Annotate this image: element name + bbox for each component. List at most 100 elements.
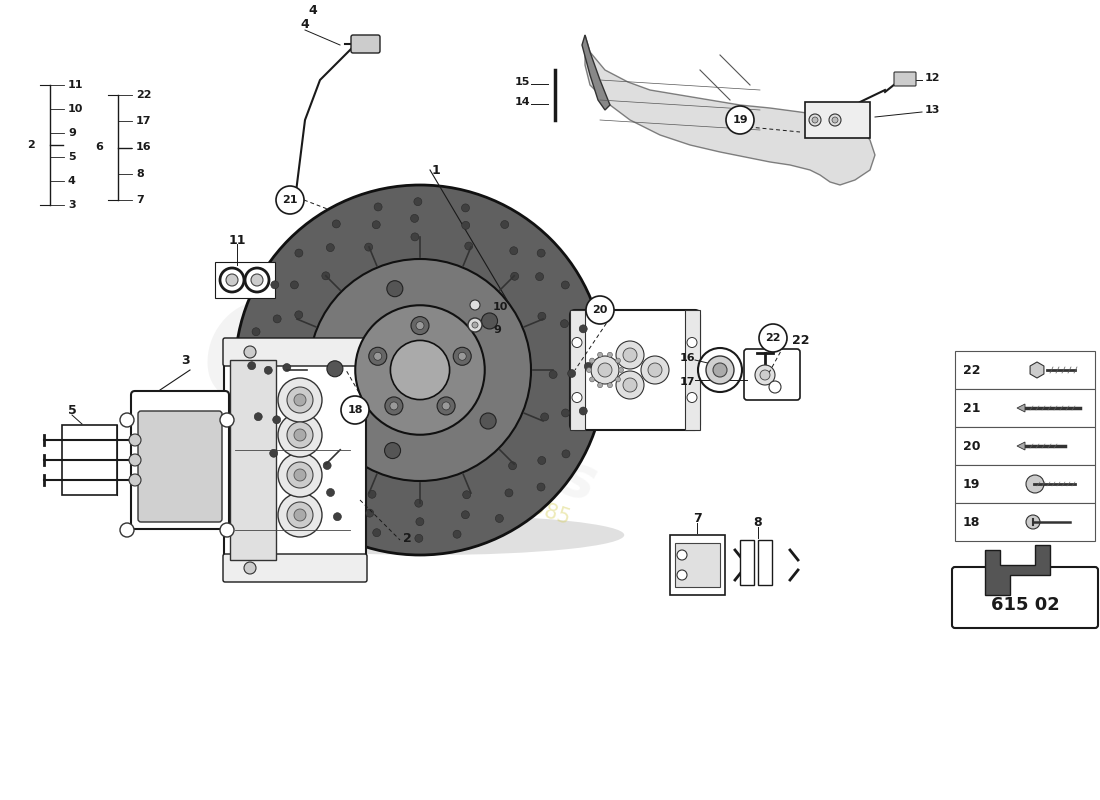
Circle shape [713, 363, 727, 377]
Circle shape [245, 268, 270, 292]
Ellipse shape [235, 515, 625, 555]
Circle shape [607, 352, 613, 358]
Bar [570, 310, 585, 430]
Circle shape [808, 114, 821, 126]
Circle shape [562, 450, 570, 458]
Circle shape [607, 382, 613, 388]
Circle shape [586, 296, 614, 324]
Bar [805, 102, 870, 138]
Bar [955, 465, 1094, 503]
Circle shape [508, 462, 517, 470]
Circle shape [676, 550, 688, 560]
Bar [230, 360, 275, 560]
Circle shape [252, 328, 260, 336]
Text: 20: 20 [592, 305, 607, 315]
Circle shape [120, 523, 134, 537]
Circle shape [453, 347, 471, 366]
Circle shape [549, 370, 557, 378]
Circle shape [615, 358, 620, 363]
Circle shape [591, 356, 619, 384]
Text: 5: 5 [68, 152, 76, 162]
Circle shape [226, 274, 238, 286]
FancyBboxPatch shape [744, 349, 800, 400]
Circle shape [812, 117, 818, 123]
Circle shape [373, 529, 381, 537]
Bar [685, 310, 700, 430]
Text: 615 02: 615 02 [991, 596, 1059, 614]
Circle shape [129, 474, 141, 486]
FancyBboxPatch shape [223, 554, 367, 582]
Text: 19: 19 [962, 478, 980, 490]
Circle shape [461, 510, 470, 518]
Text: 21: 21 [962, 402, 980, 414]
Circle shape [495, 514, 504, 522]
Text: 21: 21 [283, 195, 298, 205]
Circle shape [244, 562, 256, 574]
Text: 3: 3 [180, 354, 189, 366]
Circle shape [706, 356, 734, 384]
Circle shape [120, 413, 134, 427]
Circle shape [385, 397, 403, 415]
Circle shape [688, 393, 697, 402]
Circle shape [293, 417, 301, 425]
Circle shape [568, 370, 575, 378]
Circle shape [235, 185, 605, 555]
Text: 18: 18 [348, 405, 363, 415]
Circle shape [510, 272, 518, 280]
Circle shape [327, 244, 334, 252]
Circle shape [372, 221, 381, 229]
Text: 17: 17 [680, 377, 695, 387]
Text: 7: 7 [693, 511, 702, 525]
Text: 16: 16 [136, 142, 152, 153]
Bar [955, 389, 1094, 427]
Circle shape [500, 221, 508, 229]
Circle shape [278, 413, 322, 457]
Circle shape [415, 534, 422, 542]
Text: 22: 22 [766, 333, 781, 343]
Circle shape [368, 490, 376, 498]
Text: 11: 11 [229, 234, 245, 246]
Circle shape [442, 402, 450, 410]
Circle shape [561, 409, 570, 417]
Circle shape [755, 365, 775, 385]
Bar [670, 535, 725, 595]
Circle shape [505, 489, 513, 497]
Circle shape [463, 490, 471, 498]
Circle shape [294, 469, 306, 481]
Circle shape [341, 396, 368, 424]
Circle shape [385, 442, 400, 458]
Circle shape [278, 493, 322, 537]
Bar [955, 503, 1094, 541]
Bar [955, 427, 1094, 465]
Circle shape [726, 106, 754, 134]
Text: 12: 12 [925, 73, 940, 83]
Circle shape [648, 363, 662, 377]
Circle shape [389, 402, 398, 410]
Circle shape [220, 268, 244, 292]
Circle shape [129, 434, 141, 446]
Circle shape [616, 371, 644, 399]
Circle shape [327, 489, 334, 497]
Circle shape [623, 378, 637, 392]
Circle shape [322, 272, 330, 280]
Circle shape [465, 242, 473, 250]
Text: 2: 2 [403, 531, 411, 545]
Circle shape [541, 413, 549, 421]
FancyBboxPatch shape [570, 310, 700, 430]
Circle shape [294, 429, 306, 441]
Circle shape [676, 570, 688, 580]
Circle shape [244, 346, 256, 358]
Text: 22: 22 [136, 90, 152, 100]
Circle shape [410, 214, 418, 222]
Circle shape [698, 348, 742, 392]
Circle shape [355, 306, 485, 434]
Text: 4: 4 [68, 176, 76, 186]
FancyBboxPatch shape [223, 338, 367, 366]
Circle shape [327, 361, 343, 377]
Circle shape [251, 274, 263, 286]
Circle shape [416, 518, 424, 526]
Text: 16: 16 [680, 353, 695, 363]
Circle shape [295, 311, 302, 319]
Circle shape [374, 352, 382, 360]
Text: 10: 10 [68, 104, 84, 114]
